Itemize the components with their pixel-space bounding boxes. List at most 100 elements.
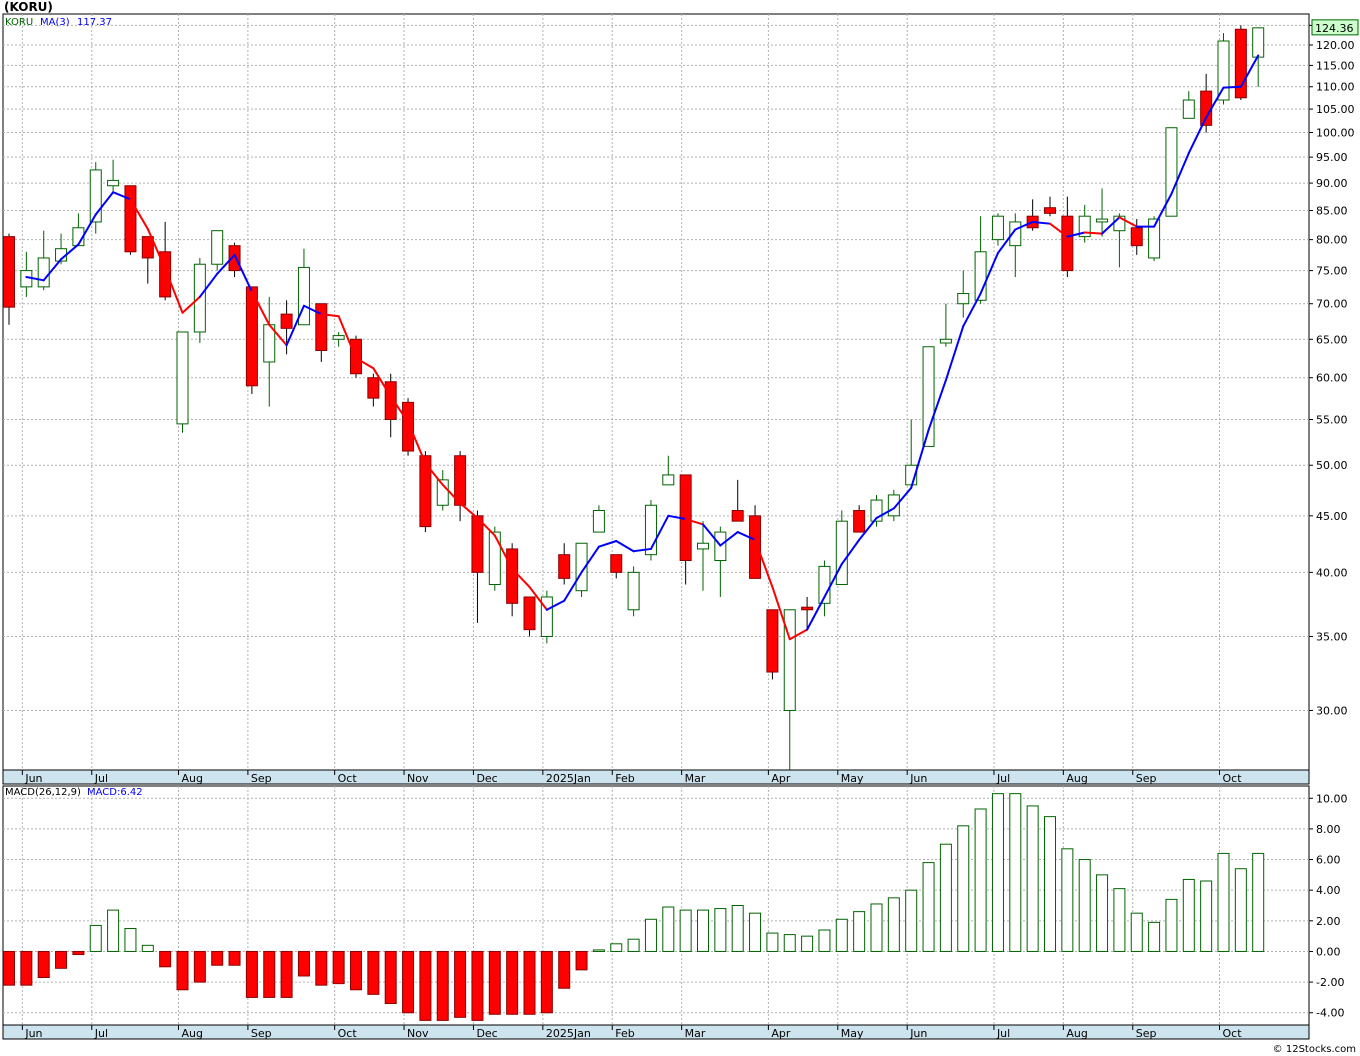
- ma3-segment: [459, 502, 479, 519]
- candle-down: [1234, 28, 1247, 99]
- macd-bar-positive: [592, 949, 605, 952]
- ma3-segment: [927, 379, 947, 432]
- candle-down: [506, 548, 519, 604]
- macd-bar-negative: [176, 950, 189, 991]
- macd-bar-positive: [644, 918, 657, 952]
- ma3-segment: [840, 538, 861, 566]
- macd-bar-positive: [1096, 874, 1109, 952]
- x-tick-label: Nov: [407, 772, 429, 785]
- candle-down: [245, 286, 258, 387]
- legend-symbol: KORU: [5, 17, 33, 28]
- ma3-segment: [424, 462, 444, 486]
- ma3-segment: [1101, 216, 1121, 235]
- x-tick-label: Apr: [771, 772, 791, 785]
- macd-bar-negative: [575, 950, 588, 971]
- x-tick-label: Dec: [476, 772, 497, 785]
- macd-bar-positive: [89, 924, 102, 952]
- x-tick-label: Oct: [338, 1027, 358, 1040]
- macd-bar-positive: [887, 897, 900, 952]
- ma3-segment: [979, 252, 999, 295]
- price-y-tick-label: 70.00: [1316, 298, 1348, 311]
- macd-bar-negative: [72, 950, 85, 956]
- page-title: (KORU): [4, 0, 53, 14]
- ma3-segment: [1031, 220, 1051, 225]
- macd-date-axis: [2, 1024, 1310, 1040]
- candle-down: [419, 455, 432, 528]
- macd-bar-negative: [402, 950, 415, 1014]
- x-tick-label: 2025Jan: [546, 772, 591, 785]
- ma3-segment: [372, 367, 392, 398]
- x-tick-label: Jul: [996, 1027, 1010, 1040]
- ma3-segment: [632, 547, 652, 553]
- x-tick-label: Jun: [909, 772, 927, 785]
- ma3-segment: [441, 483, 462, 505]
- copyright-credit: © 12Stocks.com: [1272, 1044, 1356, 1055]
- macd-bar-negative: [454, 950, 467, 1018]
- candle-down: [454, 455, 467, 506]
- candle-down: [384, 381, 397, 420]
- macd-bar-positive: [974, 808, 987, 952]
- ma3-segment: [77, 213, 97, 246]
- price-y-tick-label: 120.00: [1316, 39, 1355, 52]
- candle-down: [124, 185, 137, 253]
- macd-bar-positive: [991, 793, 1004, 952]
- ma3-segment: [684, 518, 704, 526]
- candle-up: [783, 609, 796, 711]
- ma3-segment: [702, 523, 722, 547]
- ma3-segment: [285, 304, 305, 347]
- candle-down: [1061, 215, 1074, 272]
- macd-bar-negative: [384, 950, 397, 1005]
- candle-down: [853, 510, 866, 533]
- macd-bar-negative: [245, 950, 258, 998]
- macd-bar-negative: [211, 950, 224, 966]
- price-y-tick-label: 65.00: [1316, 333, 1348, 346]
- ma3-segment: [25, 276, 45, 282]
- candle-up: [1078, 215, 1091, 238]
- macd-bar-negative: [37, 950, 50, 979]
- macd-bar-positive: [853, 911, 866, 952]
- ma3-segment: [719, 531, 739, 547]
- ma3-segment: [233, 253, 253, 293]
- macd-y-tick-label: 2.00: [1316, 915, 1341, 928]
- ma3-segment: [597, 539, 618, 548]
- ma3-segment: [580, 545, 600, 574]
- ma3-segment: [788, 628, 809, 641]
- x-tick-label: Feb: [615, 1027, 634, 1040]
- ma3-segment: [1187, 116, 1208, 155]
- price-y-tick-label: 85.00: [1316, 205, 1348, 218]
- macd-bar-negative: [3, 950, 15, 986]
- candle-up: [697, 542, 709, 550]
- candle-down: [3, 236, 15, 308]
- candle-down: [315, 303, 328, 351]
- macd-bar-positive: [1078, 859, 1091, 952]
- macd-y-tick-label: -4.00: [1316, 1007, 1344, 1020]
- x-tick-label: Oct: [1223, 1027, 1243, 1040]
- ma3-segment: [320, 313, 340, 318]
- ma3-segment: [910, 429, 930, 489]
- ma3-segment: [493, 534, 514, 570]
- macd-bar-positive: [1165, 898, 1178, 952]
- macd-bar-positive: [905, 889, 918, 952]
- candle-up: [575, 542, 588, 592]
- ma3-segment: [407, 421, 427, 465]
- candle-down: [749, 515, 762, 579]
- ma3-segment: [94, 191, 115, 216]
- macd-bar-negative: [228, 950, 241, 966]
- candle-up: [332, 335, 345, 340]
- macd-bar-negative: [159, 950, 172, 968]
- ma3-segment: [892, 486, 913, 510]
- candle-down: [1200, 90, 1213, 126]
- macd-bar-positive: [124, 927, 137, 952]
- candle-up: [870, 499, 883, 522]
- macd-bar-positive: [1113, 888, 1126, 952]
- candle-up: [662, 474, 675, 486]
- candle-up: [37, 257, 50, 288]
- ma3-segment: [268, 323, 288, 347]
- macd-bar-positive: [783, 934, 796, 952]
- ma3-segment: [1205, 86, 1225, 119]
- ma3-segment: [1239, 54, 1260, 88]
- macd-bar-negative: [471, 950, 484, 1021]
- candle-up: [488, 531, 501, 586]
- macd-bar-negative: [506, 950, 519, 1015]
- x-tick-label: Mar: [685, 772, 706, 785]
